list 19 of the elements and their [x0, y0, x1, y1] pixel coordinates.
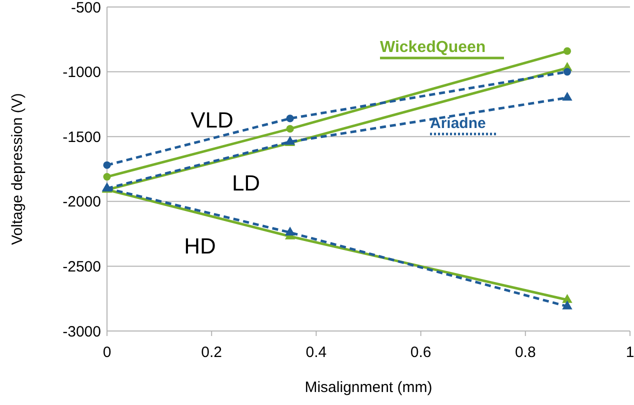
y-tick-label: -2000 — [62, 194, 101, 211]
y-axis-title: Voltage depression (V) — [9, 93, 26, 245]
x-tick-label: 1 — [626, 344, 634, 361]
x-tick-label: 0.2 — [201, 344, 222, 361]
series-label: WickedQueen — [380, 39, 486, 56]
y-tick-label: -500 — [70, 0, 101, 16]
x-axis-title: Misalignment (mm) — [304, 379, 432, 396]
annotation: LD — [232, 170, 260, 196]
x-tick-label: 0.8 — [514, 344, 536, 361]
series-label: Ariadne — [430, 115, 486, 132]
x-tick-label: 0.4 — [306, 344, 327, 361]
y-tick-label: -3000 — [62, 323, 101, 340]
x-tick-label: 0 — [102, 344, 112, 361]
x-tick-label: 0.6 — [410, 344, 432, 361]
y-tick-label: -2500 — [62, 258, 101, 276]
annotation: VLD — [190, 108, 234, 133]
annotation: HD — [184, 234, 216, 259]
y-tick-label: -1500 — [62, 128, 101, 146]
y-tick-label: -1000 — [62, 64, 101, 82]
